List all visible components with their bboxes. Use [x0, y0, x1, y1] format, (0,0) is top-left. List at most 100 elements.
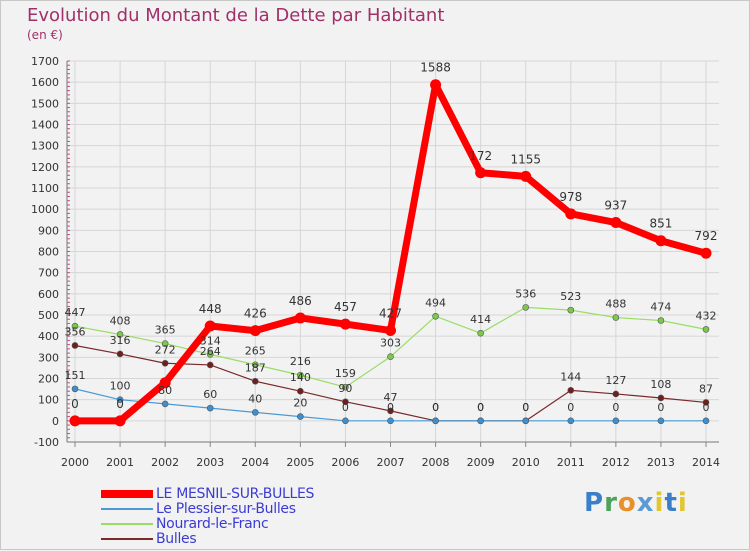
data-label: 90: [338, 382, 352, 395]
data-point: [520, 170, 532, 182]
data-label: 0: [522, 401, 529, 414]
y-tick-label: 1600: [31, 76, 59, 89]
data-point: [297, 413, 304, 420]
data-point: [610, 217, 622, 229]
data-point: [612, 314, 620, 321]
data-label: 1155: [510, 152, 541, 166]
data-point: [161, 359, 169, 367]
data-point: [159, 377, 171, 389]
data-point: [477, 329, 484, 337]
proxiti-logo: Proxiti: [584, 488, 688, 518]
data-label: 523: [560, 290, 581, 303]
data-label: 792: [695, 229, 718, 243]
data-label: 426: [244, 307, 267, 321]
y-tick-label: 400: [38, 330, 59, 343]
data-label: 488: [605, 298, 626, 311]
data-label: 47: [384, 391, 398, 404]
data-point: [161, 340, 169, 347]
data-point: [655, 235, 667, 247]
data-point: [206, 351, 214, 358]
x-tick-label: 2011: [557, 456, 585, 469]
data-point: [567, 387, 575, 394]
data-point: [116, 331, 124, 338]
data-label: 0: [477, 401, 484, 414]
data-point: [342, 417, 349, 425]
data-point: [116, 350, 124, 358]
data-point: [387, 407, 394, 415]
data-label: 427: [379, 306, 402, 320]
y-tick-label: 500: [38, 309, 59, 322]
legend-item-le-mesnil-sur-bulles: LE MESNIL-SUR-BULLES: [101, 486, 314, 502]
x-tick-label: 2013: [647, 456, 675, 469]
data-point: [702, 326, 710, 333]
data-point: [297, 371, 304, 379]
data-label: 80: [158, 384, 172, 397]
data-point: [565, 208, 577, 220]
data-label: 0: [342, 401, 349, 414]
data-point: [387, 353, 394, 360]
data-label: 474: [650, 301, 671, 314]
data-point: [657, 417, 665, 425]
legend-label: Bulles: [156, 531, 197, 547]
chart-title: Evolution du Montant de la Dette par Hab…: [27, 5, 445, 26]
x-tick-label: 2007: [377, 456, 405, 469]
x-tick-label: 2003: [196, 456, 224, 469]
data-label: 447: [65, 306, 86, 319]
y-tick-label: 1100: [31, 182, 59, 195]
data-point: [567, 306, 575, 314]
legend-label: LE MESNIL-SUR-BULLES: [156, 486, 315, 502]
data-label: 60: [203, 388, 217, 401]
data-label: 851: [649, 217, 672, 231]
data-label: 356: [65, 325, 86, 338]
legend-item-le-plessier-sur-bulles: Le Plessier-sur-Bulles: [101, 501, 296, 517]
data-point: [430, 79, 442, 91]
data-point: [251, 409, 259, 416]
data-label: 303: [380, 337, 401, 350]
x-tick-label: 2010: [512, 456, 540, 469]
data-point: [297, 387, 304, 395]
data-label: 100: [110, 380, 131, 393]
data-label: 87: [699, 382, 713, 395]
y-tick-label: 200: [38, 373, 59, 386]
data-label: 144: [560, 370, 581, 383]
legend-label: Le Plessier-sur-Bulles: [156, 501, 296, 517]
x-tick-label: 2005: [286, 456, 314, 469]
data-label: 265: [245, 345, 266, 358]
data-point: [71, 322, 79, 330]
data-point: [249, 325, 261, 337]
data-label: 316: [110, 334, 131, 347]
logo-letter: i: [677, 488, 688, 518]
legend-swatch: [101, 508, 153, 510]
data-point: [477, 417, 484, 425]
y-tick-label: 0: [52, 415, 59, 428]
x-tick-label: 2012: [602, 456, 630, 469]
data-label: 314: [200, 334, 221, 347]
data-label: 40: [248, 392, 262, 405]
legend-item-bulles: Bulles: [101, 531, 197, 547]
data-label: 0: [432, 401, 439, 414]
data-point: [251, 361, 259, 369]
data-label: 0: [71, 397, 79, 411]
data-label: 140: [290, 371, 311, 384]
y-tick-label: 1200: [31, 161, 59, 174]
y-tick-label: 1500: [31, 97, 59, 110]
y-tick-label: 900: [38, 224, 59, 237]
data-label: 432: [696, 309, 717, 322]
x-tick-label: 2008: [422, 456, 450, 469]
data-label: 127: [605, 374, 626, 387]
data-point: [71, 342, 79, 349]
data-point: [342, 398, 349, 406]
data-point: [432, 312, 439, 320]
data-label: 494: [425, 296, 446, 309]
data-label: 365: [155, 324, 176, 337]
data-point: [206, 404, 214, 412]
data-point: [475, 167, 487, 179]
data-label: 159: [335, 367, 356, 380]
data-point: [71, 385, 79, 393]
data-point: [161, 400, 169, 408]
data-label: 0: [612, 401, 619, 414]
data-label: 457: [334, 300, 357, 314]
x-tick-label: 2004: [241, 456, 269, 469]
y-tick-label: 300: [38, 351, 59, 364]
